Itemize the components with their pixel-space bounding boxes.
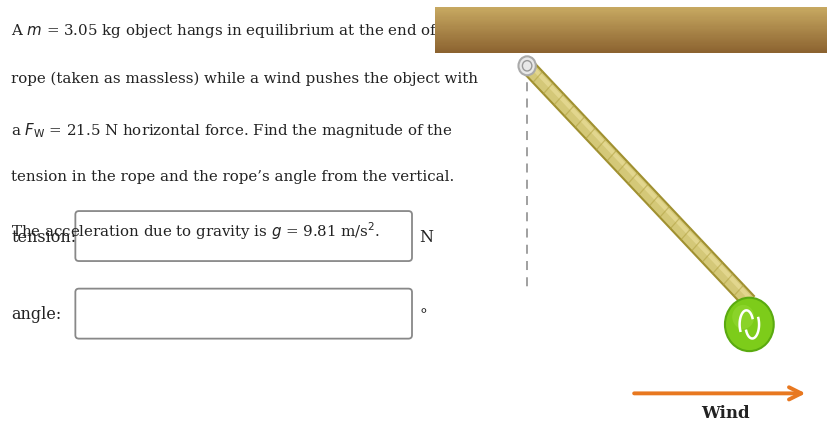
Bar bbox=[434, 49, 827, 50]
Bar bbox=[434, 25, 827, 27]
Bar bbox=[434, 15, 827, 16]
Text: a $F_{\rm W}$ = 21.5 N horizontal force. Find the magnitude of the: a $F_{\rm W}$ = 21.5 N horizontal force.… bbox=[12, 120, 452, 139]
Bar bbox=[434, 9, 827, 11]
FancyBboxPatch shape bbox=[75, 289, 412, 339]
Bar bbox=[434, 52, 827, 54]
Text: Wind: Wind bbox=[700, 404, 749, 421]
Bar bbox=[434, 19, 827, 21]
Bar bbox=[434, 50, 827, 52]
Bar bbox=[434, 43, 827, 45]
FancyBboxPatch shape bbox=[75, 212, 412, 261]
Bar bbox=[434, 37, 827, 38]
Bar bbox=[434, 34, 827, 36]
Circle shape bbox=[724, 298, 772, 351]
Bar bbox=[434, 30, 827, 31]
Bar bbox=[434, 33, 827, 34]
Circle shape bbox=[518, 57, 535, 76]
Bar bbox=[434, 41, 827, 43]
Bar bbox=[434, 23, 827, 25]
Bar bbox=[434, 32, 827, 34]
Text: The acceleration due to gravity is $g$ = 9.81 m/s$^2$.: The acceleration due to gravity is $g$ =… bbox=[12, 219, 380, 241]
Bar bbox=[434, 21, 827, 22]
Bar bbox=[434, 28, 827, 30]
Bar bbox=[434, 44, 827, 46]
Bar bbox=[434, 46, 827, 47]
Bar bbox=[434, 13, 827, 14]
Bar bbox=[434, 31, 827, 32]
Bar bbox=[434, 39, 827, 40]
Bar bbox=[434, 48, 827, 49]
Bar bbox=[434, 28, 827, 29]
Text: A $m$ = 3.05 kg object hangs in equilibrium at the end of a: A $m$ = 3.05 kg object hangs in equilibr… bbox=[12, 22, 451, 40]
Text: °: ° bbox=[419, 307, 427, 321]
Bar bbox=[434, 37, 827, 39]
Bar bbox=[434, 8, 827, 10]
Bar bbox=[434, 42, 827, 43]
Text: tension in the rope and the rope’s angle from the vertical.: tension in the rope and the rope’s angle… bbox=[12, 170, 454, 184]
Bar bbox=[434, 40, 827, 41]
Bar bbox=[434, 26, 827, 28]
Text: angle:: angle: bbox=[12, 305, 61, 322]
Bar bbox=[434, 35, 827, 37]
Bar bbox=[434, 22, 827, 23]
Bar bbox=[434, 51, 827, 52]
Text: N: N bbox=[419, 228, 433, 245]
Text: rope (taken as massless) while a wind pushes the object with: rope (taken as massless) while a wind pu… bbox=[12, 71, 478, 85]
Text: tension:: tension: bbox=[12, 228, 76, 245]
Bar bbox=[434, 46, 827, 48]
Circle shape bbox=[731, 305, 753, 329]
Bar bbox=[434, 24, 827, 25]
Bar bbox=[434, 14, 827, 15]
Bar bbox=[434, 16, 827, 18]
Bar bbox=[434, 18, 827, 20]
Bar bbox=[434, 17, 827, 19]
Bar bbox=[434, 10, 827, 12]
Bar bbox=[434, 12, 827, 13]
